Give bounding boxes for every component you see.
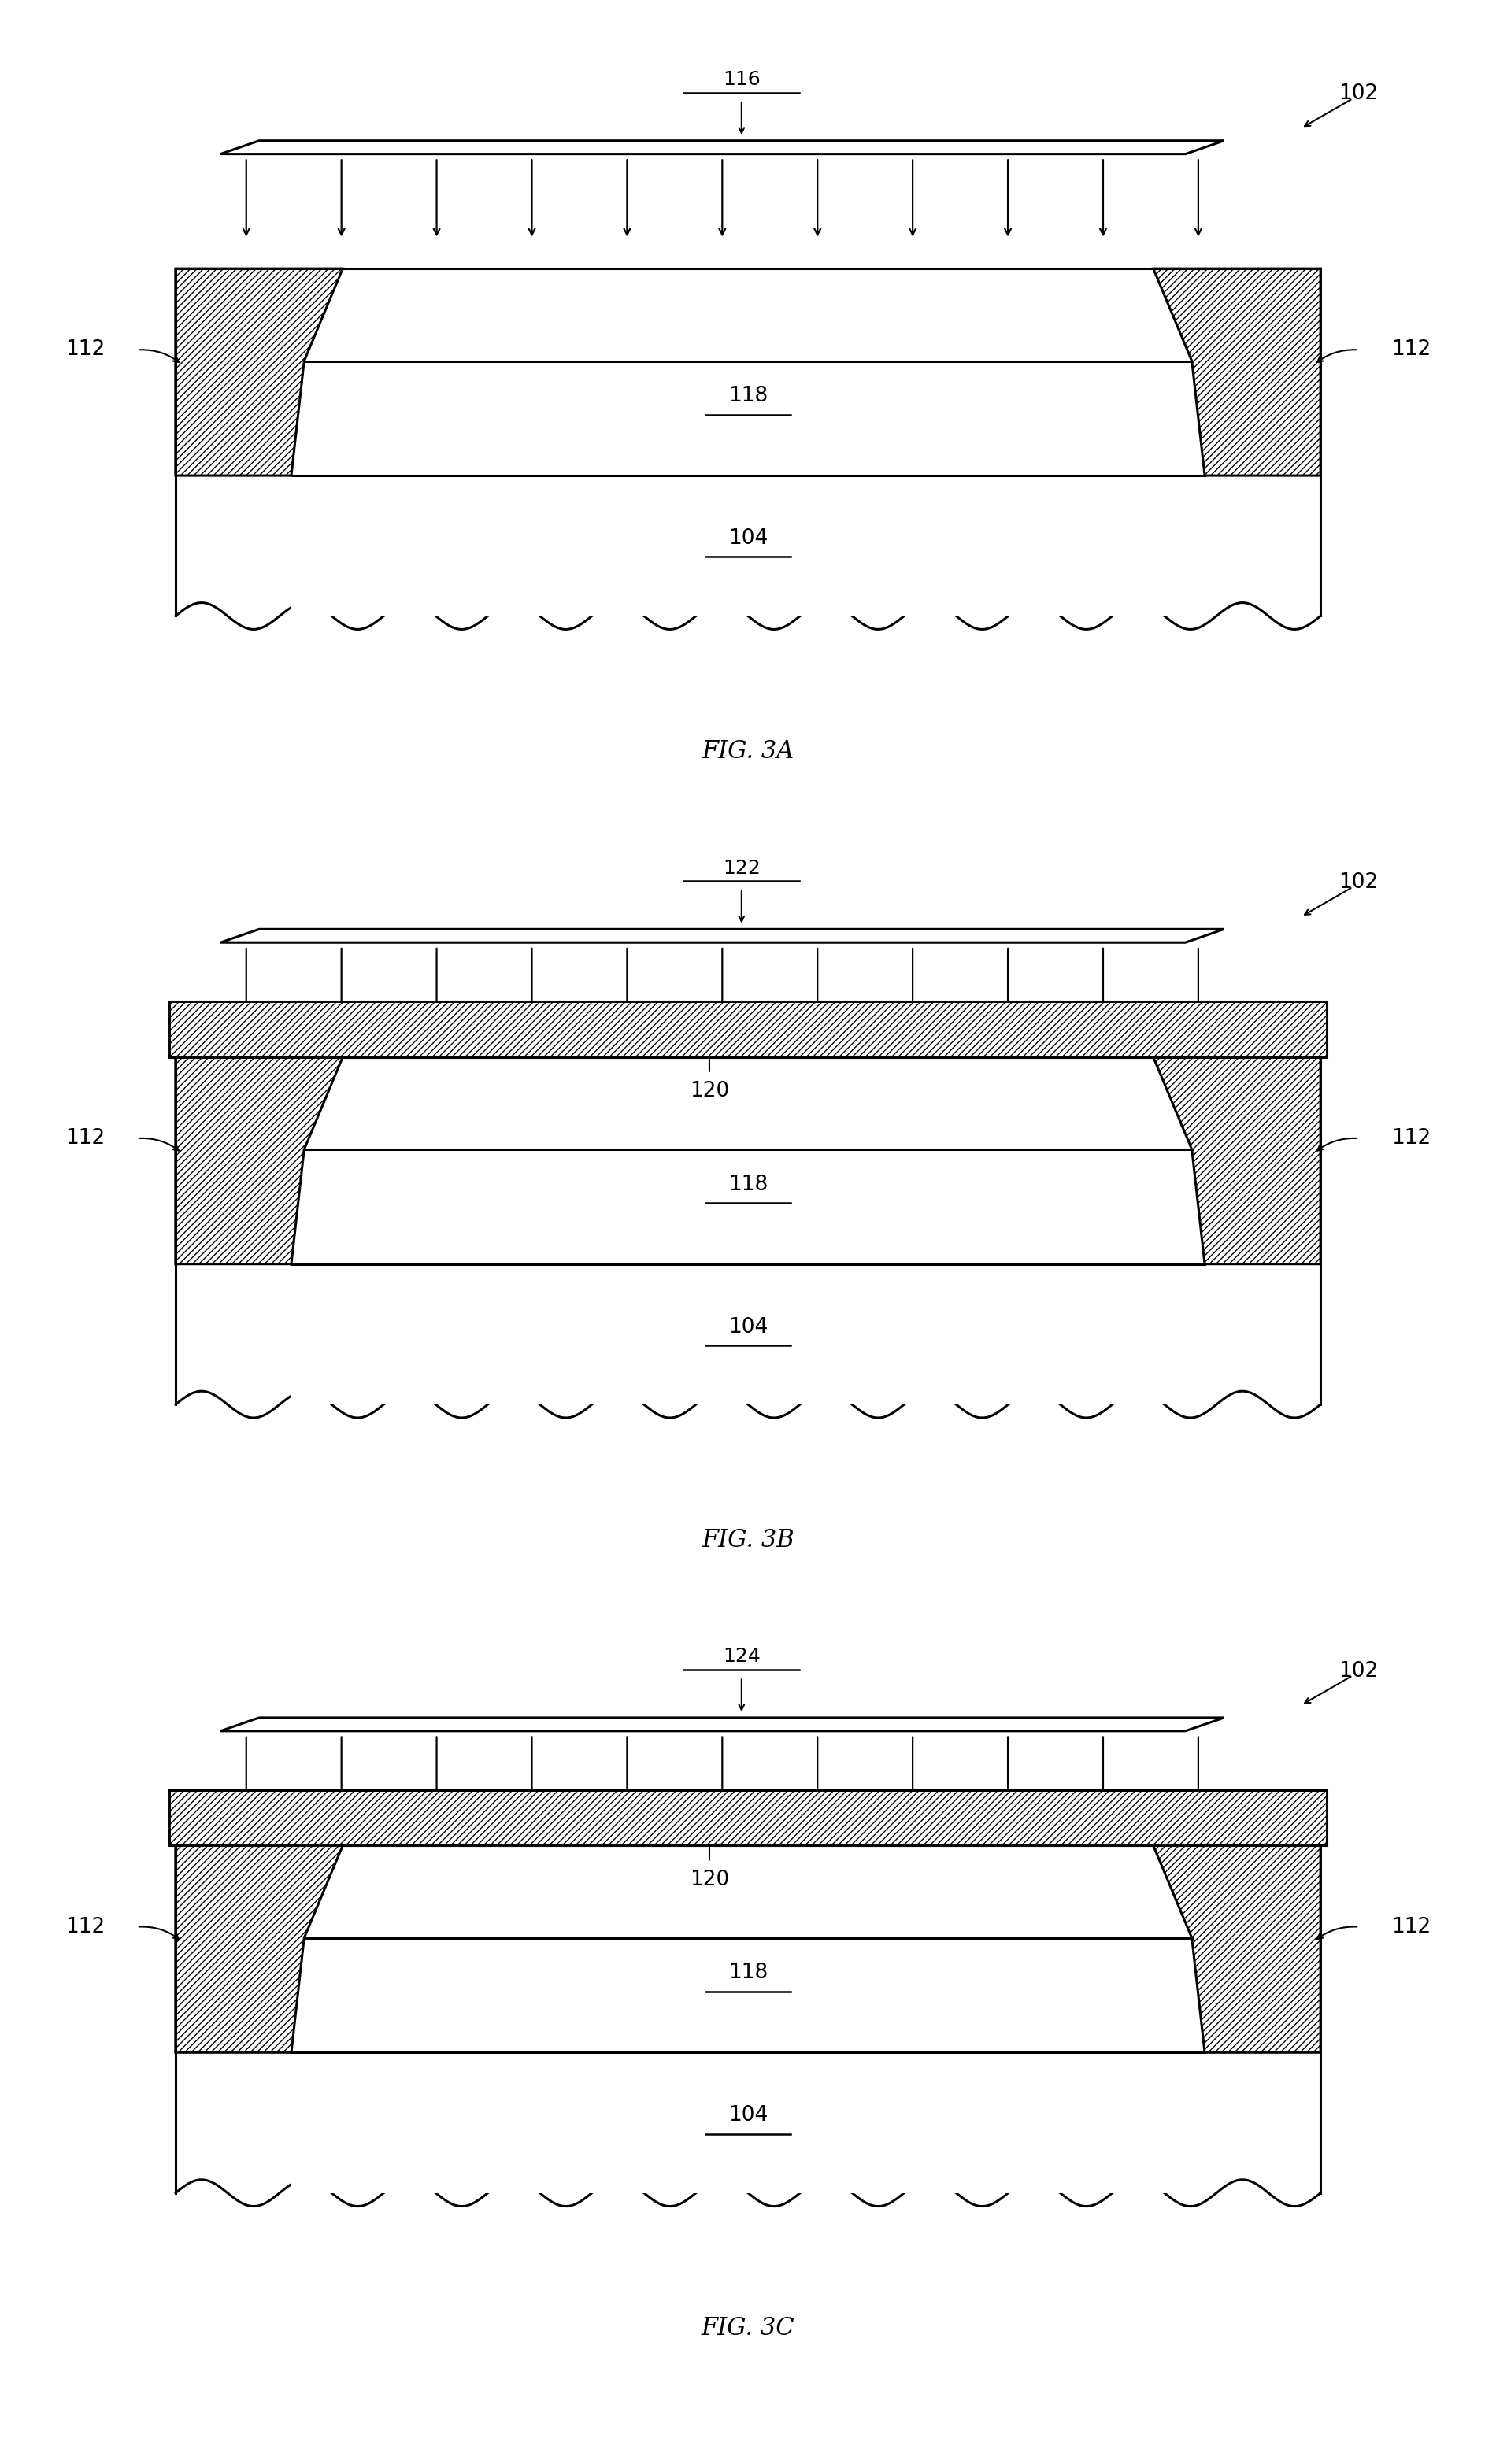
Polygon shape: [1153, 269, 1321, 476]
Bar: [292, 360, 1204, 476]
Text: 104: 104: [729, 1316, 767, 1338]
Bar: [175, 1264, 1321, 1404]
Text: 118: 118: [729, 1175, 767, 1195]
Polygon shape: [175, 269, 343, 476]
Bar: [292, 1937, 1204, 2053]
Text: 102: 102: [1339, 1661, 1378, 1680]
Text: 112: 112: [66, 340, 105, 360]
Text: 102: 102: [1339, 84, 1378, 103]
Bar: [169, 1789, 1327, 1846]
Polygon shape: [220, 140, 1224, 153]
Bar: [292, 476, 1204, 616]
Bar: [169, 1000, 1327, 1057]
Text: 102: 102: [1339, 872, 1378, 892]
Text: 112: 112: [1391, 340, 1430, 360]
Polygon shape: [175, 1846, 343, 2053]
Text: FIG. 3C: FIG. 3C: [702, 2316, 794, 2341]
Polygon shape: [175, 1057, 343, 1264]
Polygon shape: [1153, 1057, 1321, 1264]
Bar: [292, 1148, 1204, 1264]
Text: 112: 112: [1391, 1917, 1430, 1937]
Bar: [175, 476, 1321, 616]
Bar: [292, 2053, 1204, 2193]
Text: FIG. 3A: FIG. 3A: [702, 739, 794, 764]
Bar: [175, 2053, 1321, 2193]
Text: 112: 112: [66, 1129, 105, 1148]
Text: 118: 118: [729, 387, 767, 407]
Bar: [292, 1148, 1204, 1264]
Bar: [292, 1937, 1204, 2053]
Polygon shape: [1153, 1846, 1321, 2053]
Text: 122: 122: [723, 857, 760, 877]
Text: 124: 124: [723, 1646, 760, 1666]
Text: 104: 104: [729, 527, 767, 549]
Text: 120: 120: [690, 1082, 729, 1101]
Text: 118: 118: [729, 1964, 767, 1984]
Text: 104: 104: [729, 2104, 767, 2126]
Polygon shape: [220, 1717, 1224, 1730]
Polygon shape: [220, 929, 1224, 941]
Text: FIG. 3B: FIG. 3B: [702, 1528, 794, 1552]
Text: 112: 112: [66, 1917, 105, 1937]
Bar: [292, 360, 1204, 476]
Bar: [292, 1264, 1204, 1404]
Text: 116: 116: [723, 69, 760, 89]
Text: 120: 120: [690, 1870, 729, 1890]
Text: 112: 112: [1391, 1129, 1430, 1148]
